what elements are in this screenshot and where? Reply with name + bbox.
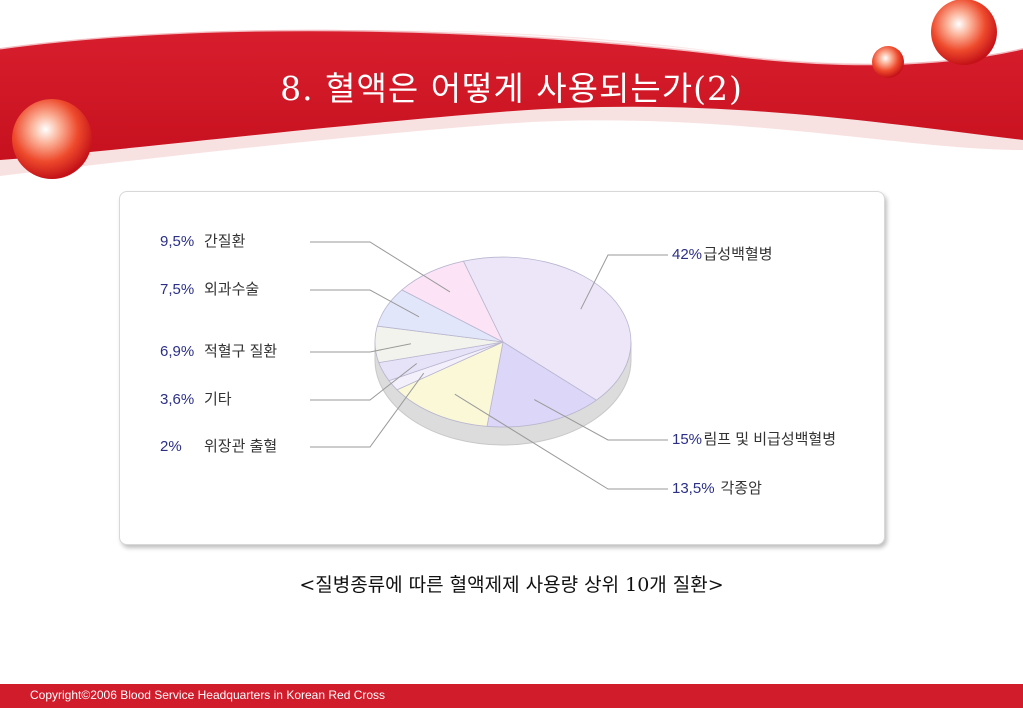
- slice-value-label: 2%: [160, 438, 182, 455]
- slice-value-label: 15%: [672, 431, 702, 448]
- slice-category-label: 위장관 출혈: [204, 438, 277, 455]
- pie-slice-2: [486, 341, 598, 428]
- leader-line-4: [310, 372, 425, 448]
- leader-line-8: [310, 241, 451, 293]
- slice-value-label: 7,5%: [160, 281, 194, 298]
- pie-chart: 42% 급성백혈병 15% 림프 및 비급성백혈병 13,5% 각종암 2% 위장관 출혈 3,…: [160, 233, 836, 497]
- slice-category-label: 림프 및 비급성백혈병: [704, 431, 837, 448]
- pie-slice-3: [396, 341, 504, 427]
- chart-caption: <질병종류에 따른 혈액제제 사용량 상위 10개 질환>: [299, 574, 724, 596]
- pie-slices: [374, 256, 632, 428]
- decorative-orb-top-right: [931, 0, 997, 65]
- slice-value-label: 3,6%: [160, 391, 194, 408]
- slice-category-label: 기타: [204, 391, 232, 408]
- pie-slice-8: [401, 260, 504, 343]
- leader-line-6: [310, 343, 411, 353]
- leader-line-7: [310, 289, 420, 318]
- header-band: [0, 0, 1023, 179]
- slice-category-label: 간질환: [204, 233, 246, 250]
- chart-panel: 42% 급성백혈병 15% 림프 및 비급성백혈병 13,5% 각종암 2% 위장관 출혈 3,…: [119, 191, 885, 545]
- leader-line-3: [454, 393, 668, 490]
- decorative-orb-small: [872, 46, 904, 78]
- slice-category-label: 외과수술: [204, 281, 259, 298]
- decorative-orb-large-left: [12, 99, 92, 179]
- slice-value-label: 13,5%: [672, 480, 715, 497]
- footer-copyright: Copyright©2006 Blood Service Headquarter…: [30, 688, 386, 702]
- slice-value-label: 6,9%: [160, 343, 194, 360]
- leader-lines: [310, 241, 668, 490]
- slice-labels: 42% 급성백혈병 15% 림프 및 비급성백혈병 13,5% 각종암 2% 위장관 출혈 3,…: [160, 233, 836, 497]
- slice-category-label: 적혈구 질환: [204, 343, 277, 360]
- leader-line-5: [310, 363, 418, 401]
- leader-line-2: [533, 399, 668, 441]
- slide-title: 8. 혈액은 어떻게 사용되는가(2): [280, 69, 743, 108]
- slice-category-label: 급성백혈병: [704, 246, 773, 263]
- slice-value-label: 42%: [672, 246, 702, 263]
- footer-bar: Copyright©2006 Blood Service Headquarter…: [0, 684, 1023, 708]
- slice-value-label: 9,5%: [160, 233, 194, 250]
- slice-category-label: 각종암: [721, 480, 763, 497]
- leader-line-1: [580, 254, 668, 310]
